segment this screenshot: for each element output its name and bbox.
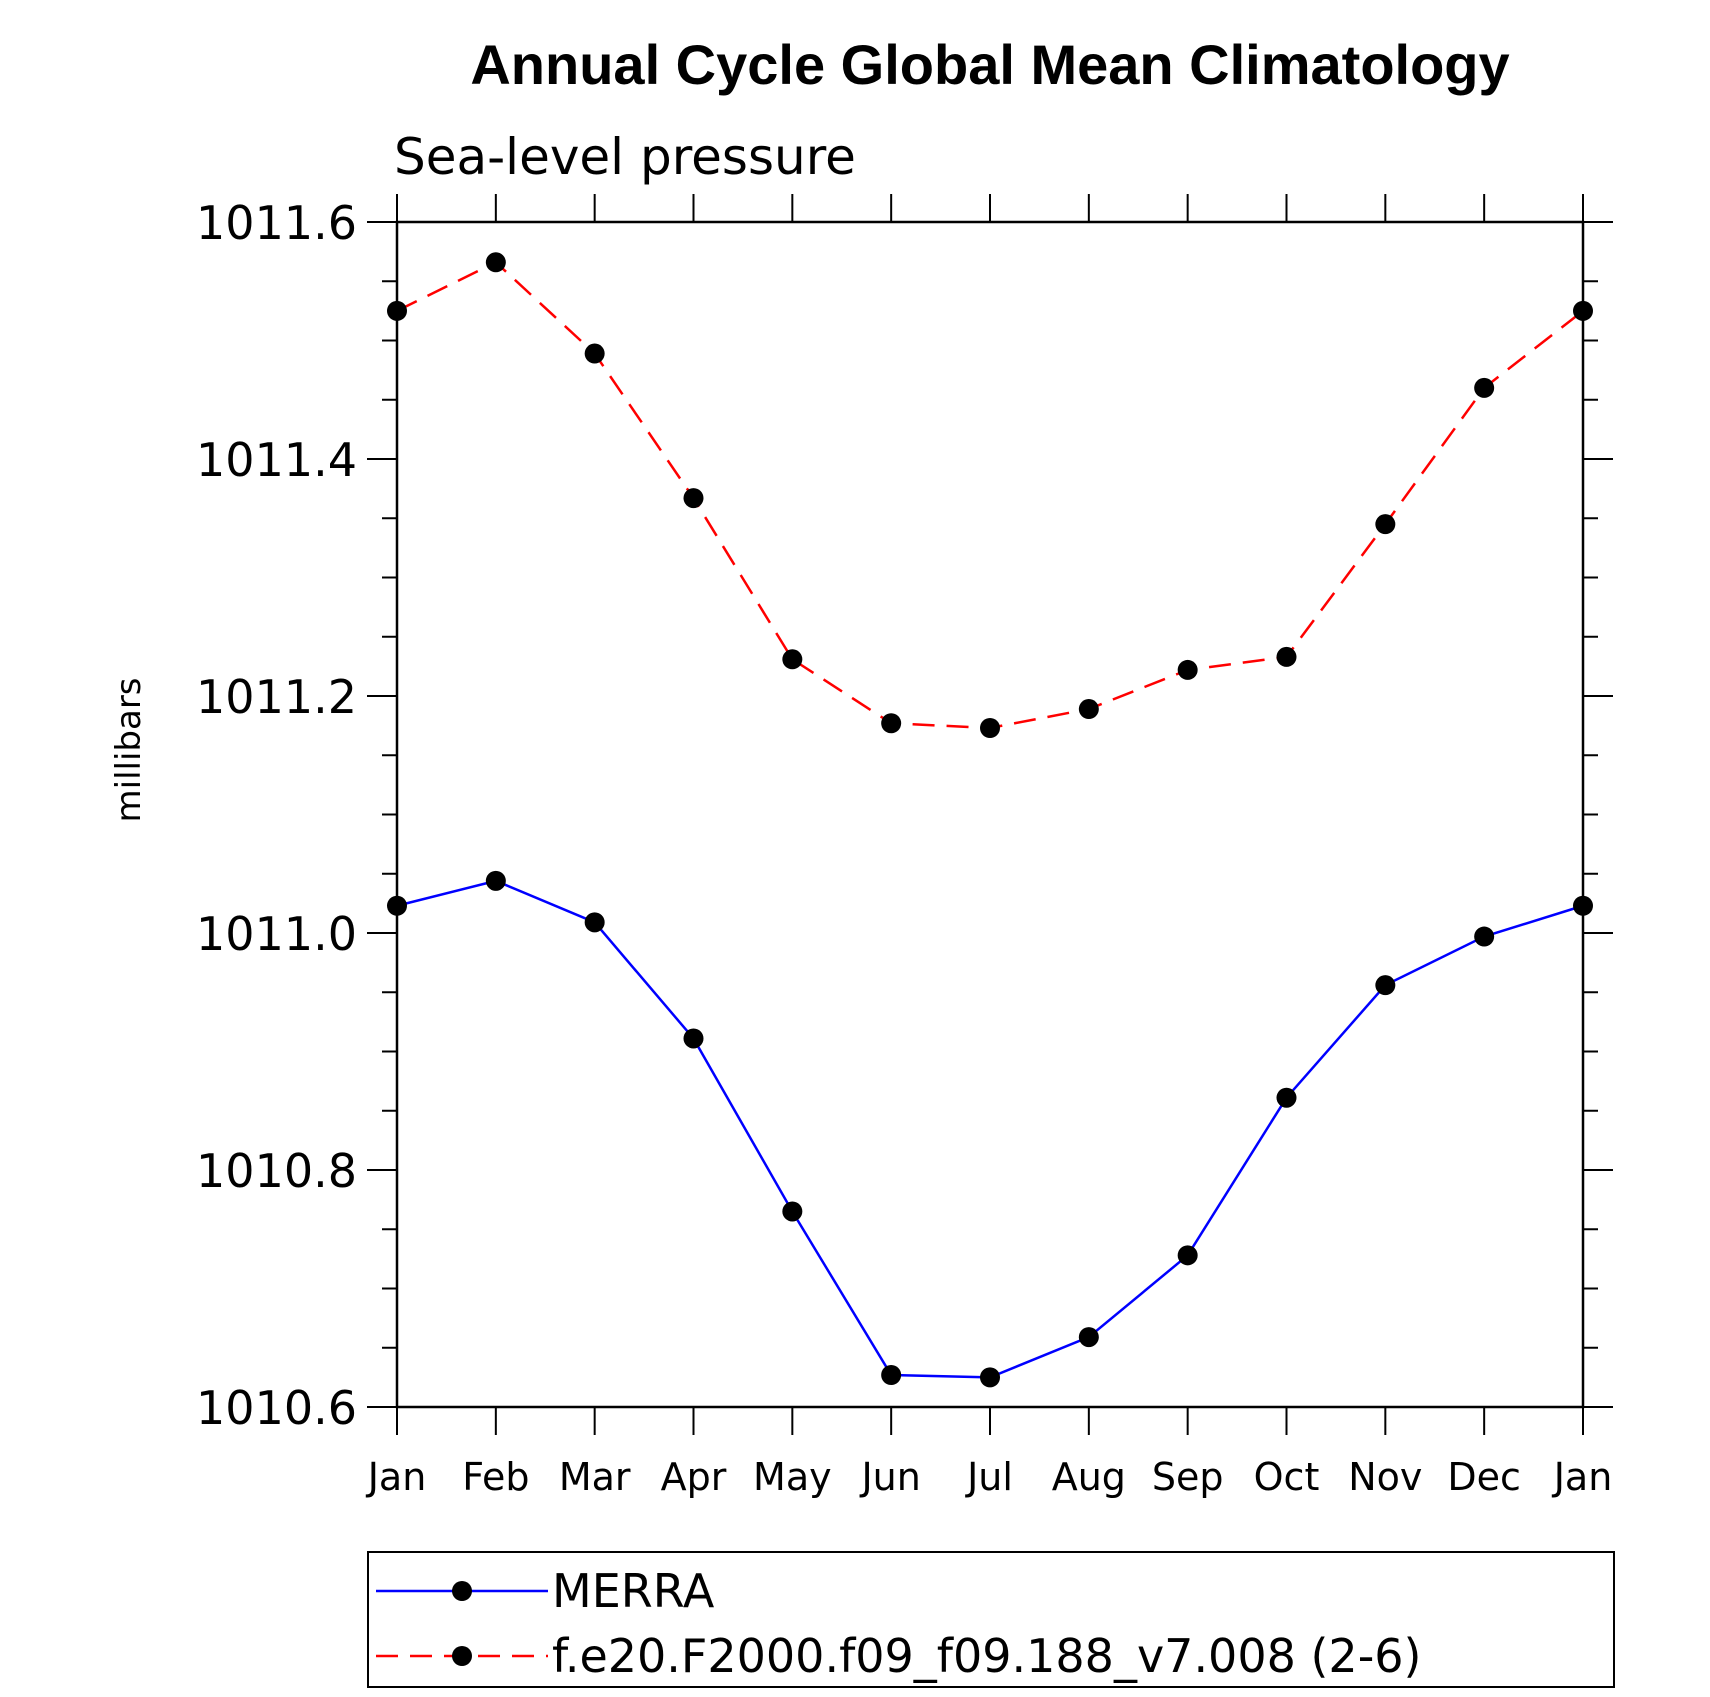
- legend-label-2: f.e20.F2000.f09_f09.188_v7.008 (2-6): [552, 1629, 1422, 1683]
- chart-title: Annual Cycle Global Mean Climatology: [470, 33, 1509, 96]
- series-2-point: [584, 343, 605, 364]
- x-tick-label: Feb: [462, 1455, 529, 1499]
- legend-swatch-marker-2: [452, 1646, 472, 1666]
- y-tick-label: 1011.6: [196, 196, 357, 250]
- x-tick-label: Jan: [366, 1455, 427, 1499]
- series-2-point: [782, 649, 803, 670]
- x-tick-label: Dec: [1447, 1455, 1521, 1499]
- series-2-point: [1474, 377, 1495, 398]
- series-1-point: [584, 912, 605, 933]
- plot-frame: [395, 220, 1585, 1409]
- axes: 1010.6 1010.8 1011.0 1011.2 1011.4 1011.6 Jan F…: [196, 194, 1613, 1499]
- x-tick-label: Sep: [1152, 1455, 1224, 1499]
- series-2-point: [1078, 699, 1099, 720]
- x-tick-label: Mar: [559, 1455, 631, 1499]
- x-tick-label: May: [753, 1455, 832, 1499]
- x-tick-label: Jan: [1552, 1455, 1613, 1499]
- series-2-point: [1375, 514, 1396, 535]
- series-2-point: [387, 300, 407, 321]
- x-tick-label: Aug: [1052, 1455, 1126, 1499]
- series-1-point: [387, 895, 407, 916]
- x-tick-label: Nov: [1348, 1455, 1422, 1499]
- series-2-point: [1573, 300, 1593, 321]
- y-tick-label: 1010.6: [196, 1381, 357, 1435]
- legend-box: [367, 1551, 1615, 1688]
- x-tick-label: Jul: [965, 1455, 1013, 1499]
- legend-label-1: MERRA: [552, 1564, 715, 1618]
- series-layer: [387, 252, 1593, 1388]
- series-1-point: [1573, 895, 1593, 916]
- series-2-point: [980, 717, 1000, 738]
- series-1-point: [683, 1028, 704, 1049]
- series-line-1: [396, 879, 1584, 1379]
- legend: MERRA f.e20.F2000.f09_f09.188_v7.008 (2-6…: [367, 1551, 1615, 1688]
- series-1-point: [1375, 975, 1396, 996]
- series-line-2: [396, 260, 1584, 730]
- legend-swatch-marker-1: [452, 1581, 472, 1601]
- y-tick-label: 1010.8: [196, 1144, 357, 1198]
- y-tick-label: 1011.2: [196, 670, 357, 724]
- x-tick-label: Apr: [661, 1455, 727, 1499]
- y-tick-label: 1011.0: [196, 907, 357, 961]
- series-1-point: [1474, 926, 1495, 947]
- series-1-point: [782, 1201, 803, 1222]
- series-1-point: [485, 870, 506, 891]
- series-1-point: [881, 1365, 902, 1386]
- series-2-point: [1177, 659, 1198, 680]
- chart-subtitle: Sea-level pressure: [394, 128, 856, 186]
- series-2-point: [485, 252, 506, 273]
- x-tick-label: Jun: [859, 1455, 920, 1499]
- series-2-point: [1276, 646, 1297, 667]
- series-1-point: [1078, 1327, 1099, 1348]
- series-1-point: [1177, 1245, 1198, 1266]
- series-1-point: [1276, 1087, 1297, 1108]
- y-tick-label: 1011.4: [196, 433, 357, 487]
- series-1-point: [980, 1367, 1000, 1388]
- series-2-point: [683, 488, 704, 509]
- x-tick-label: Oct: [1254, 1455, 1320, 1499]
- series-2-point: [881, 713, 902, 734]
- y-axis-label: millibars: [109, 677, 149, 822]
